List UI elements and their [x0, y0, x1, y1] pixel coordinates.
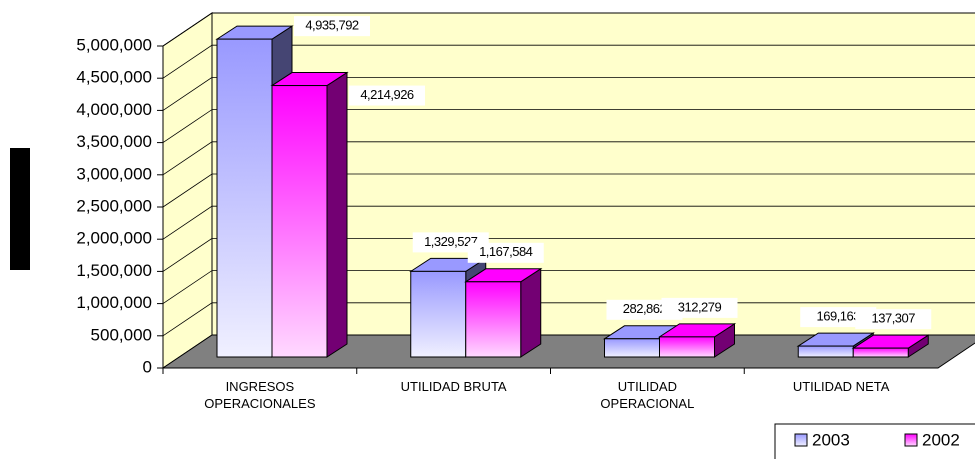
bar-side [520, 267, 542, 358]
y-tick-label: 1,500,000 [76, 261, 152, 280]
x-tick-label: UTILIDAD NETA [792, 379, 890, 394]
y-tick-label: 2,500,000 [76, 196, 152, 215]
x-tick-label: INGRESOS OPERACIONALES [204, 379, 316, 411]
value-label-bg [661, 297, 738, 318]
floor [161, 334, 975, 369]
y-tick-label: 2,000,000 [76, 229, 152, 248]
legend-box [774, 423, 975, 459]
bar-front [852, 347, 909, 358]
y-tick-label: 0 [143, 357, 152, 376]
grid-line [162, 237, 975, 272]
grid-line [162, 141, 975, 176]
value-label: 1,329,527 [424, 234, 478, 249]
y-tick-label: 4,000,000 [76, 100, 152, 119]
value-label-bg [294, 16, 370, 37]
legend-swatch [794, 433, 808, 447]
y-tick-label: 3,500,000 [76, 132, 152, 151]
bar [851, 334, 930, 358]
value-label: 169,163 [817, 309, 861, 324]
grid-line [162, 44, 975, 79]
legend-label: 2003 [812, 430, 850, 449]
grid-line [162, 270, 975, 304]
grid-line [162, 109, 975, 143]
bar-front [216, 38, 273, 358]
x-tick-label: UTILIDAD OPERACIONAL [600, 379, 695, 411]
bar [464, 267, 543, 358]
redacted-axis-title [10, 148, 30, 270]
bar-front [271, 85, 328, 358]
grid-line [162, 205, 975, 240]
grid-line [162, 12, 975, 47]
y-tick-label: 5,000,000 [76, 35, 152, 54]
legend-swatch [904, 433, 918, 447]
value-label-bg [349, 85, 425, 106]
y-tick-label: 500,000 [91, 325, 152, 344]
y-tick-label: 3,000,000 [76, 164, 152, 183]
bar-front [410, 270, 467, 358]
x-tick-label: UTILIDAD BRUTA [400, 379, 507, 394]
value-label-bg [855, 309, 932, 330]
grid-line [162, 173, 975, 208]
value-label: 4,935,792 [305, 18, 359, 33]
bar-front [604, 338, 660, 358]
value-label: 4,214,926 [360, 87, 414, 102]
bar-front [797, 345, 854, 358]
y-tick-label: 1,000,000 [76, 293, 152, 312]
value-label-bg [467, 242, 544, 263]
value-label: 312,279 [678, 299, 722, 314]
bar-side [326, 71, 348, 358]
value-label: 137,307 [872, 311, 916, 326]
bar-front [659, 336, 715, 358]
bar-front [465, 281, 522, 358]
value-label: 1,167,584 [479, 244, 533, 259]
grid-line [162, 77, 975, 111]
value-label: 282,862 [623, 301, 667, 316]
y-tick-label: 4,500,000 [76, 68, 152, 87]
bar [270, 71, 349, 358]
bar [657, 322, 737, 358]
legend-label: 2002 [922, 430, 960, 449]
